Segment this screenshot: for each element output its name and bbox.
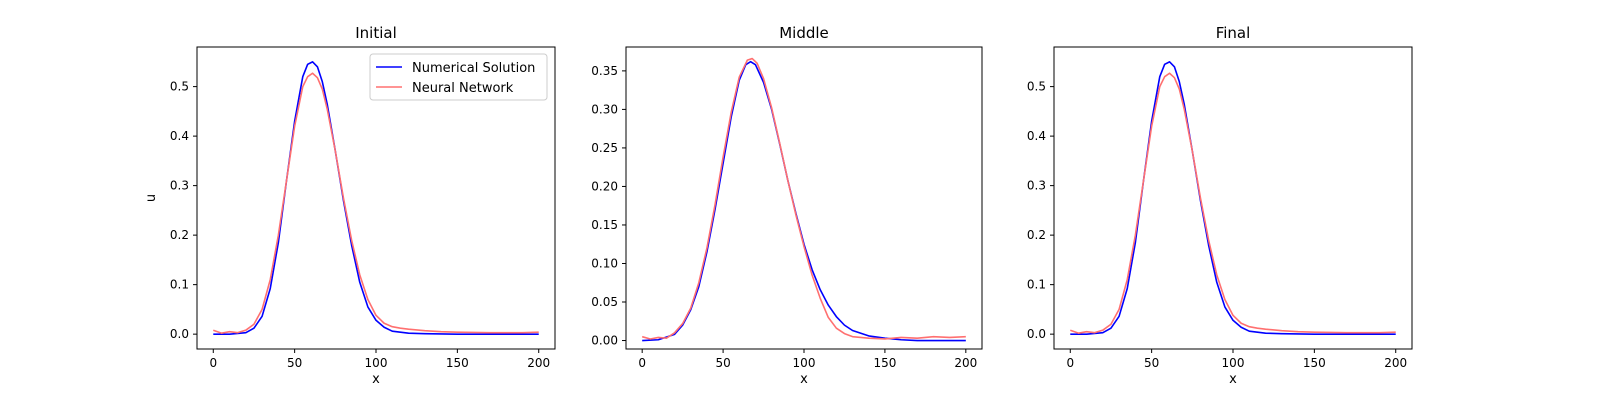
x-tick-label: 150 xyxy=(873,356,896,370)
y-axis-label: u xyxy=(144,194,159,202)
y-tick-label: 0.5 xyxy=(1027,80,1046,94)
y-tick-label: 0.0 xyxy=(170,327,189,341)
x-tick-label: 150 xyxy=(446,356,469,370)
chart-title: Initial xyxy=(355,24,397,42)
y-tick-label: 0.0 xyxy=(1027,327,1046,341)
x-tick-label: 50 xyxy=(715,356,730,370)
chart-panel-initial: 0 50 100 150 200 0.0 0.1 0.2 0.3 0.4 0.5 Initial x u N… xyxy=(144,24,556,387)
x-tick-label: 200 xyxy=(1384,356,1407,370)
x-axis-label: x xyxy=(800,372,808,387)
axes-frame xyxy=(1053,46,1413,350)
y-tick-label: 0.25 xyxy=(591,141,618,155)
chart-panel-final: 0 50 100 150 200 0.0 0.1 0.2 0.3 0.4 0.5 Final x xyxy=(1027,24,1413,387)
y-tick-label: 0.35 xyxy=(591,64,618,78)
x-axis-label: x xyxy=(1229,372,1237,387)
y-tick-label: 0.00 xyxy=(591,334,618,348)
series-line-neural xyxy=(1069,72,1396,334)
legend-entry: Numerical Solution xyxy=(412,61,535,76)
series-line-numerical xyxy=(1070,61,1396,335)
legend-entry: Neural Network xyxy=(412,81,514,96)
axes-frame xyxy=(625,46,983,350)
y-tick-label: 0.30 xyxy=(591,102,618,116)
series-line-numerical xyxy=(213,61,539,335)
x-tick-label: 100 xyxy=(1222,356,1245,370)
y-tick-label: 0.15 xyxy=(591,218,618,232)
y-tick-label: 0.1 xyxy=(170,278,189,292)
y-tick-label: 0.2 xyxy=(1027,228,1046,242)
y-tick-label: 0.05 xyxy=(591,295,618,309)
series-line-neural xyxy=(641,57,966,340)
x-axis-label: x xyxy=(372,372,380,387)
y-tick-label: 0.4 xyxy=(170,129,189,143)
x-tick-label: 100 xyxy=(365,356,388,370)
y-tick-label: 0.3 xyxy=(170,179,189,193)
x-tick-label: 100 xyxy=(793,356,816,370)
x-tick-label: 50 xyxy=(1144,356,1159,370)
x-tick-label: 0 xyxy=(209,356,217,370)
x-tick-label: 50 xyxy=(287,356,302,370)
chart-title: Final xyxy=(1216,24,1251,42)
x-tick-label: 200 xyxy=(954,356,977,370)
chart-title: Middle xyxy=(779,24,829,42)
series-line-numerical xyxy=(642,60,966,342)
legend: Numerical Solution Neural Network xyxy=(369,53,548,101)
x-tick-label: 200 xyxy=(527,356,550,370)
y-tick-label: 0.1 xyxy=(1027,278,1046,292)
chart-panel-middle: 0 50 100 150 200 0.00 0.05 0.10 0.15 0.20 0.25 0.30… xyxy=(591,24,983,387)
x-tick-label: 0 xyxy=(638,356,646,370)
y-tick-label: 0.5 xyxy=(170,80,189,94)
y-tick-label: 0.10 xyxy=(591,256,618,270)
y-tick-label: 0.2 xyxy=(170,228,189,242)
x-tick-label: 150 xyxy=(1303,356,1326,370)
x-tick-label: 0 xyxy=(1066,356,1074,370)
y-tick-label: 0.20 xyxy=(591,179,618,193)
legend-box xyxy=(369,53,548,101)
y-tick-label: 0.4 xyxy=(1027,129,1046,143)
series-line-neural xyxy=(212,72,539,334)
y-tick-label: 0.3 xyxy=(1027,179,1046,193)
